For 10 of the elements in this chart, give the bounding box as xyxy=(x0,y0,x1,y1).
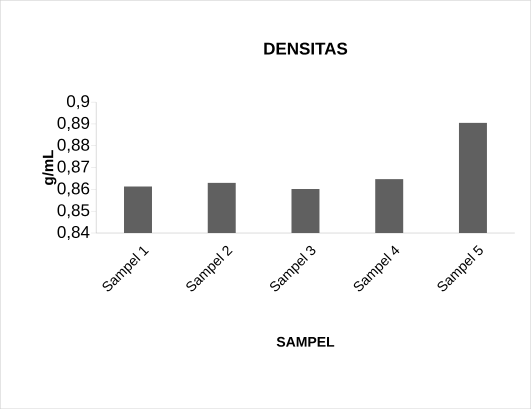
y-axis-title: g/mL xyxy=(42,150,56,185)
y-tick-label: 0,85 xyxy=(58,204,90,218)
y-tick-label: 0,86 xyxy=(58,182,90,196)
x-axis-title: SAMPEL xyxy=(276,336,334,347)
y-tick-label: 0,84 xyxy=(58,226,90,240)
y-tick-label: 0,87 xyxy=(58,160,90,175)
y-tick-label: 0,9 xyxy=(66,95,90,110)
chart-title: DENSITAS xyxy=(264,42,348,55)
y-tick-label: 0,88 xyxy=(58,138,90,153)
y-tick-label: 0,89 xyxy=(58,116,90,131)
